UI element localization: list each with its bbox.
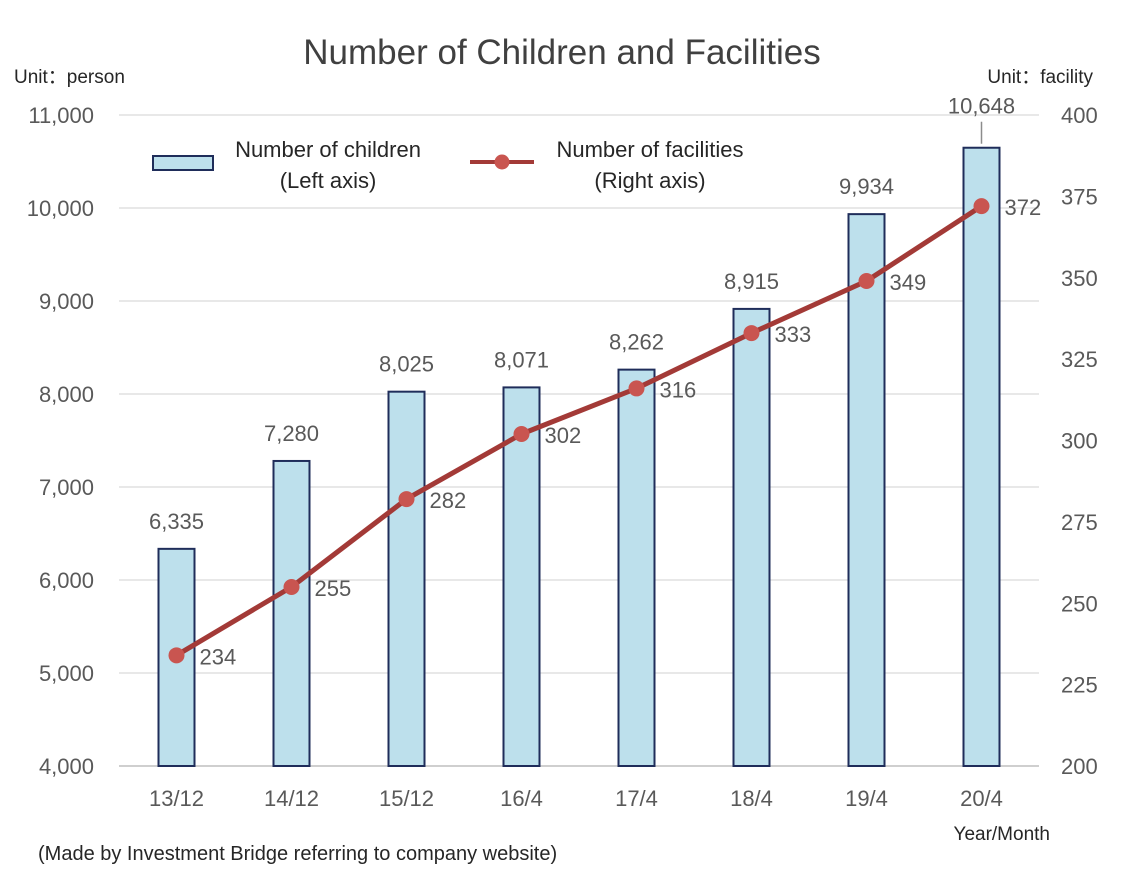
x-tick-label: 17/4 xyxy=(615,786,658,811)
facilities-point xyxy=(398,491,415,508)
facilities-point xyxy=(283,578,300,595)
children-bars xyxy=(157,146,1001,767)
facilities-value-label: 372 xyxy=(1005,195,1042,220)
gridlines xyxy=(119,114,1039,767)
legend-facilities-name: Number of facilities xyxy=(556,137,743,162)
right-tick-label: 250 xyxy=(1061,591,1098,616)
children-value-label: 6,335 xyxy=(149,509,204,534)
right-tick-label: 375 xyxy=(1061,184,1098,209)
left-tick-label: 9,000 xyxy=(39,289,94,314)
children-value-label: 9,934 xyxy=(839,174,894,199)
legend-facilities-sub: (Right axis) xyxy=(594,168,705,193)
facilities-value-label: 255 xyxy=(315,576,352,601)
legend: Number of children (Left axis) Number of… xyxy=(152,137,744,193)
children-value-label: 7,280 xyxy=(264,421,319,446)
children-value-label: 10,648 xyxy=(948,94,1015,119)
legend-children-name: Number of children xyxy=(235,137,421,162)
facilities-point xyxy=(973,198,990,215)
legend-bar-swatch xyxy=(152,155,214,171)
children-bar xyxy=(847,213,886,767)
x-tick-label: 15/12 xyxy=(379,786,434,811)
x-tick-label: 19/4 xyxy=(845,786,888,811)
left-tick-label: 10,000 xyxy=(27,196,94,221)
facilities-value-label: 333 xyxy=(775,322,812,347)
chart-title: Number of Children and Facilities xyxy=(303,33,820,72)
children-value-label: 8,025 xyxy=(379,352,434,377)
axis-ticks: 4,000 5,000 6,000 7,000 8,000 9,000 10,000 11,0… xyxy=(27,103,1098,811)
left-tick-label: 6,000 xyxy=(39,568,94,593)
facilities-value-label: 349 xyxy=(890,270,927,295)
facilities-point xyxy=(168,647,185,664)
right-tick-label: 200 xyxy=(1061,754,1098,779)
facilities-series-line xyxy=(175,204,983,658)
legend-children-sub: (Left axis) xyxy=(280,168,377,193)
left-tick-label: 4,000 xyxy=(39,754,94,779)
children-bar xyxy=(272,459,311,767)
left-tick-label: 5,000 xyxy=(39,661,94,686)
facilities-point xyxy=(858,273,875,290)
facilities-value-label: 234 xyxy=(200,644,237,669)
right-tick-label: 275 xyxy=(1061,510,1098,535)
children-value-label: 8,262 xyxy=(609,330,664,355)
children-bar xyxy=(387,390,426,767)
right-tick-label: 325 xyxy=(1061,347,1098,372)
data-labels: 6,335 7,280 8,025 8,071 8,262 8,915 9,934 10,64… xyxy=(149,94,1041,670)
facilities-value-label: 282 xyxy=(430,488,467,513)
legend-line-marker xyxy=(494,154,510,170)
left-tick-label: 11,000 xyxy=(28,103,94,128)
children-bar xyxy=(502,386,541,767)
x-tick-label: 16/4 xyxy=(500,786,543,811)
right-tick-label: 350 xyxy=(1061,266,1098,291)
facilities-value-label: 316 xyxy=(660,377,697,402)
source-note: (Made by Investment Bridge referring to … xyxy=(38,843,557,865)
facilities-point xyxy=(628,380,645,397)
x-tick-label: 18/4 xyxy=(730,786,773,811)
facilities-point xyxy=(743,325,760,342)
children-bar xyxy=(617,368,656,767)
right-tick-label: 225 xyxy=(1061,673,1098,698)
facilities-point xyxy=(513,425,530,442)
right-tick-label: 300 xyxy=(1061,429,1098,454)
children-bar xyxy=(962,146,1001,767)
left-tick-label: 8,000 xyxy=(39,382,94,407)
right-tick-label: 400 xyxy=(1061,103,1098,128)
x-tick-label: 14/12 xyxy=(264,786,319,811)
left-axis-unit: Unit：person xyxy=(14,67,125,88)
right-axis-unit: Unit：facility xyxy=(987,67,1093,88)
facilities-value-label: 302 xyxy=(545,423,582,448)
children-bar xyxy=(732,307,771,767)
left-tick-label: 7,000 xyxy=(39,475,94,500)
children-value-label: 8,915 xyxy=(724,269,779,294)
facilities-line xyxy=(168,198,990,664)
x-tick-label: 13/12 xyxy=(149,786,204,811)
x-axis-title: Year/Month xyxy=(954,824,1050,845)
x-tick-label: 20/4 xyxy=(960,786,1003,811)
children-value-label: 8,071 xyxy=(494,347,549,372)
